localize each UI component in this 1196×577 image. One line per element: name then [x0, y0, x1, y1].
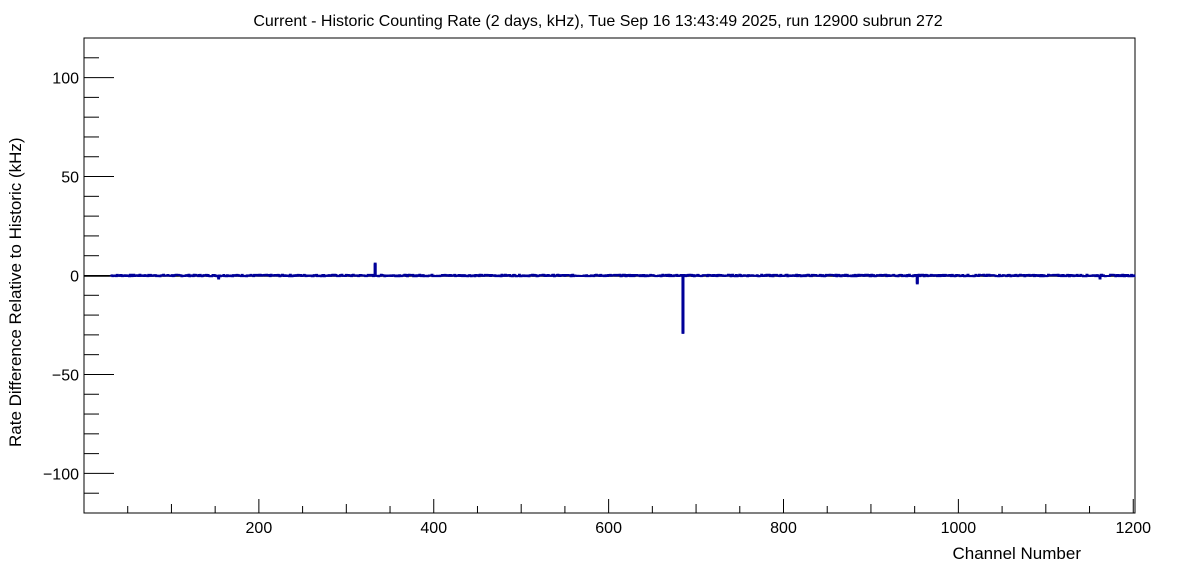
x-tick-label: 200 [246, 520, 273, 537]
y-tick-label: 0 [70, 269, 79, 286]
outlier-bar [373, 263, 377, 276]
chart-title: Current - Historic Counting Rate (2 days… [253, 13, 942, 30]
outlier-bar [217, 275, 221, 279]
x-tick-label: 800 [770, 520, 797, 537]
x-tick-label: 1000 [941, 520, 977, 537]
y-tick-label: 100 [52, 71, 79, 88]
x-tick-label: 400 [420, 520, 447, 537]
outlier-bar [1098, 275, 1102, 279]
outlier-bar [681, 275, 685, 333]
data-series-line [109, 262, 1136, 334]
y-tick-label: −50 [52, 367, 79, 384]
outlier-bar [915, 275, 919, 284]
x-tick-label: 1200 [1115, 520, 1151, 537]
x-tick-label: 600 [595, 520, 622, 537]
y-tick-label: 50 [61, 170, 79, 187]
x-axis-label: Channel Number [952, 544, 1081, 563]
y-tick-label: −100 [43, 466, 79, 483]
y-axis-label: Rate Difference Relative to Historic (kH… [6, 137, 25, 447]
